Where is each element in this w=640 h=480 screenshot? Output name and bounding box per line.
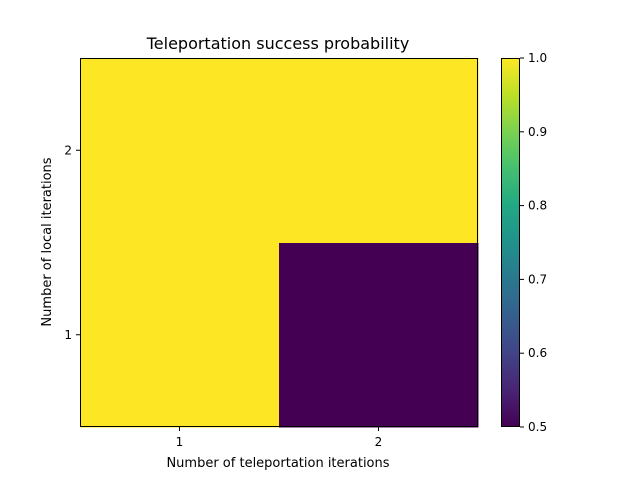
x-tick-label: 2 [375,435,383,449]
x-axis-label: Number of teleportation iterations [166,456,389,471]
heatmap-cell [279,58,479,243]
heatmap-cells [80,58,479,428]
y-axis-ticks: 12 [64,143,80,342]
heatmap-cell [80,58,280,243]
x-tick-label: 1 [176,435,184,449]
heatmap-cell [80,242,280,428]
chart-title: Teleportation success probability [146,34,410,53]
y-tick-label: 2 [64,143,72,157]
colorbar-ticks: 0.5 0.6 0.7 0.8 0.9 1.0 [520,51,547,434]
y-axis-label: Number of local iterations [40,157,55,326]
colorbar [501,58,520,427]
colorbar-frame [501,58,520,427]
colorbar-tick-label: 0.9 [528,125,547,139]
plot-frame [80,58,478,427]
colorbar-tick-label: 1.0 [528,51,547,65]
colorbar-tick-label: 0.8 [528,199,547,213]
y-tick-label: 1 [64,328,72,342]
heatmap-cell [279,242,479,428]
colorbar-tick-label: 0.6 [528,346,547,360]
colorbar-tick-label: 0.5 [528,420,547,434]
colorbar-tick-label: 0.7 [528,272,547,286]
